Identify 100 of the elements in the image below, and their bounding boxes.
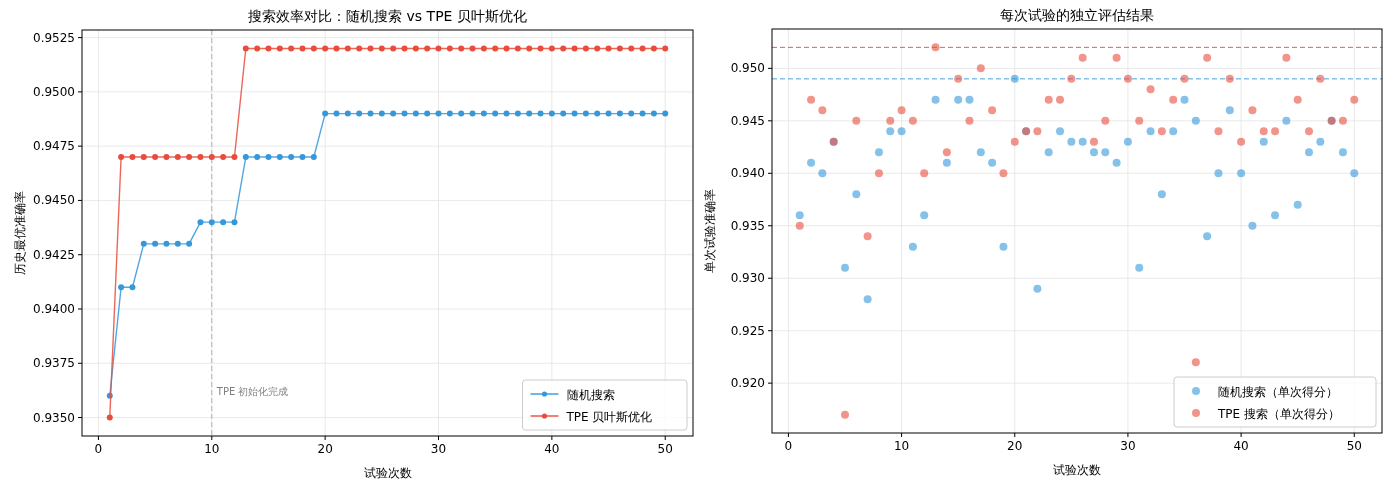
point bbox=[446, 45, 453, 52]
point bbox=[1169, 95, 1178, 104]
point bbox=[931, 95, 940, 104]
y-tick-label: 0.9400 bbox=[33, 301, 75, 316]
point bbox=[1135, 263, 1144, 272]
point bbox=[954, 95, 963, 104]
point bbox=[333, 110, 340, 117]
point bbox=[503, 45, 510, 52]
point bbox=[537, 45, 544, 52]
point bbox=[378, 45, 385, 52]
point bbox=[976, 64, 985, 73]
point bbox=[480, 45, 487, 52]
point bbox=[920, 169, 929, 178]
point bbox=[1214, 127, 1223, 136]
point bbox=[265, 154, 272, 161]
point bbox=[231, 154, 238, 161]
y-tick-label: 0.925 bbox=[730, 323, 765, 338]
point bbox=[514, 110, 521, 117]
point bbox=[1282, 53, 1291, 62]
point bbox=[908, 116, 917, 125]
point bbox=[1089, 137, 1098, 146]
point bbox=[492, 110, 499, 117]
point bbox=[1044, 148, 1053, 157]
point bbox=[1101, 148, 1110, 157]
y-tick-label: 0.945 bbox=[730, 113, 765, 128]
x-tick-label: 50 bbox=[657, 442, 673, 456]
legend-label: TPE 贝叶斯优化 bbox=[565, 410, 653, 424]
point bbox=[897, 127, 906, 136]
point bbox=[897, 106, 906, 115]
point bbox=[886, 116, 895, 125]
x-tick-label: 40 bbox=[544, 442, 560, 456]
point bbox=[480, 110, 487, 117]
point bbox=[594, 110, 601, 117]
point bbox=[220, 154, 227, 161]
x-tick-label: 10 bbox=[893, 439, 910, 453]
annotation: TPE 初始化完成 bbox=[215, 386, 289, 398]
y-tick-label: 0.950 bbox=[730, 61, 765, 76]
point bbox=[129, 154, 136, 161]
x-tick-label: 20 bbox=[317, 442, 333, 456]
point bbox=[118, 284, 125, 291]
point bbox=[1169, 127, 1178, 136]
point bbox=[1123, 74, 1132, 83]
y-tick-label: 0.940 bbox=[730, 166, 765, 181]
legend-label: TPE 搜索（单次得分） bbox=[1217, 407, 1340, 421]
point bbox=[1067, 137, 1076, 146]
y-tick-label: 0.935 bbox=[730, 218, 765, 233]
point bbox=[662, 45, 669, 52]
point bbox=[1135, 116, 1144, 125]
point bbox=[852, 116, 861, 125]
point bbox=[356, 110, 363, 117]
point bbox=[1010, 137, 1019, 146]
point bbox=[1180, 74, 1189, 83]
point bbox=[367, 45, 374, 52]
point bbox=[650, 110, 657, 117]
x-axis-title: 试验次数 bbox=[1053, 463, 1101, 477]
point bbox=[1203, 232, 1212, 241]
chart-title: 每次试验的独立评估结果 bbox=[1000, 7, 1154, 23]
point bbox=[1350, 169, 1359, 178]
point bbox=[390, 110, 397, 117]
y-tick-label: 0.9375 bbox=[33, 356, 75, 371]
point bbox=[435, 110, 442, 117]
point bbox=[197, 219, 204, 226]
point bbox=[582, 110, 589, 117]
point bbox=[1225, 74, 1234, 83]
point bbox=[322, 110, 329, 117]
point bbox=[852, 190, 861, 199]
point bbox=[942, 148, 951, 157]
point bbox=[152, 154, 159, 161]
point bbox=[1305, 127, 1313, 136]
point bbox=[886, 127, 895, 136]
point bbox=[1123, 137, 1132, 146]
x-tick-label: 30 bbox=[430, 442, 447, 456]
point bbox=[401, 110, 408, 117]
point bbox=[1338, 148, 1347, 157]
point bbox=[874, 169, 883, 178]
point bbox=[616, 45, 623, 52]
point bbox=[650, 45, 657, 52]
point bbox=[140, 154, 147, 161]
point bbox=[458, 110, 465, 117]
point bbox=[333, 45, 340, 52]
x-tick-label: 0 bbox=[784, 439, 793, 453]
point bbox=[999, 242, 1008, 251]
point bbox=[1010, 74, 1019, 83]
legend-label: 随机搜索 bbox=[566, 388, 615, 402]
point bbox=[1056, 95, 1065, 104]
point bbox=[582, 45, 589, 52]
y-tick-label: 0.9500 bbox=[33, 84, 75, 99]
point bbox=[560, 110, 567, 117]
point bbox=[1316, 74, 1325, 83]
point bbox=[807, 158, 816, 167]
point bbox=[288, 154, 295, 161]
point bbox=[322, 45, 329, 52]
point bbox=[446, 110, 453, 117]
point bbox=[1338, 116, 1347, 125]
point bbox=[424, 110, 431, 117]
point bbox=[390, 45, 397, 52]
point bbox=[1033, 127, 1042, 136]
point bbox=[276, 45, 283, 52]
x-tick-label: 40 bbox=[1233, 439, 1249, 453]
point bbox=[208, 219, 215, 226]
